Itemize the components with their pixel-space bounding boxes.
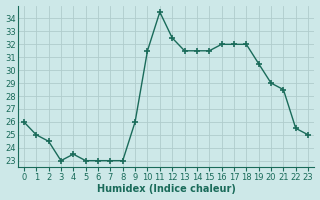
X-axis label: Humidex (Indice chaleur): Humidex (Indice chaleur) (97, 184, 236, 194)
